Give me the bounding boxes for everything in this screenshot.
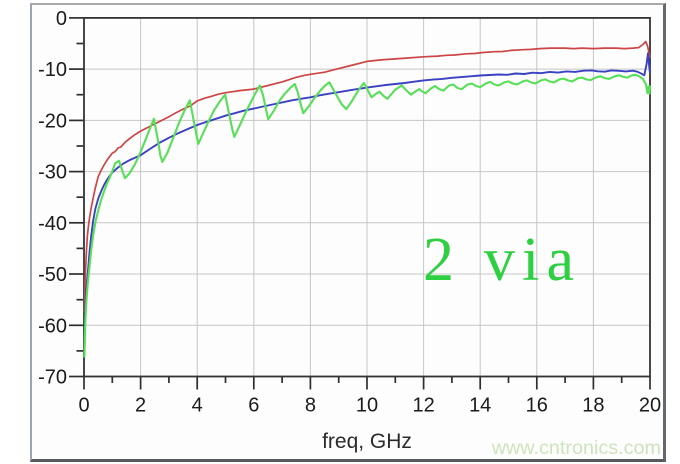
svg-text:20: 20 bbox=[639, 395, 661, 417]
svg-text:2 via: 2 via bbox=[423, 226, 581, 294]
svg-text:18: 18 bbox=[582, 395, 604, 417]
svg-text:freq, GHz: freq, GHz bbox=[322, 430, 412, 453]
svg-text:10: 10 bbox=[356, 395, 378, 417]
svg-text:-30: -30 bbox=[38, 162, 67, 184]
svg-text:-10: -10 bbox=[38, 59, 67, 81]
svg-text:0: 0 bbox=[56, 8, 67, 30]
svg-text:8: 8 bbox=[305, 395, 316, 417]
svg-text:0: 0 bbox=[78, 395, 89, 417]
svg-text:4: 4 bbox=[192, 395, 203, 417]
svg-text:16: 16 bbox=[526, 395, 548, 417]
svg-text:-70: -70 bbox=[38, 367, 67, 389]
svg-text:www.cntronics.com: www.cntronics.com bbox=[491, 437, 661, 459]
svg-text:14: 14 bbox=[469, 395, 491, 417]
svg-text:6: 6 bbox=[248, 395, 259, 417]
svg-text:-50: -50 bbox=[38, 264, 67, 286]
svg-text:-40: -40 bbox=[38, 213, 67, 235]
svg-text:2: 2 bbox=[135, 395, 146, 417]
svg-text:-20: -20 bbox=[38, 110, 67, 132]
svg-text:-60: -60 bbox=[38, 315, 67, 337]
svg-text:12: 12 bbox=[412, 395, 434, 417]
